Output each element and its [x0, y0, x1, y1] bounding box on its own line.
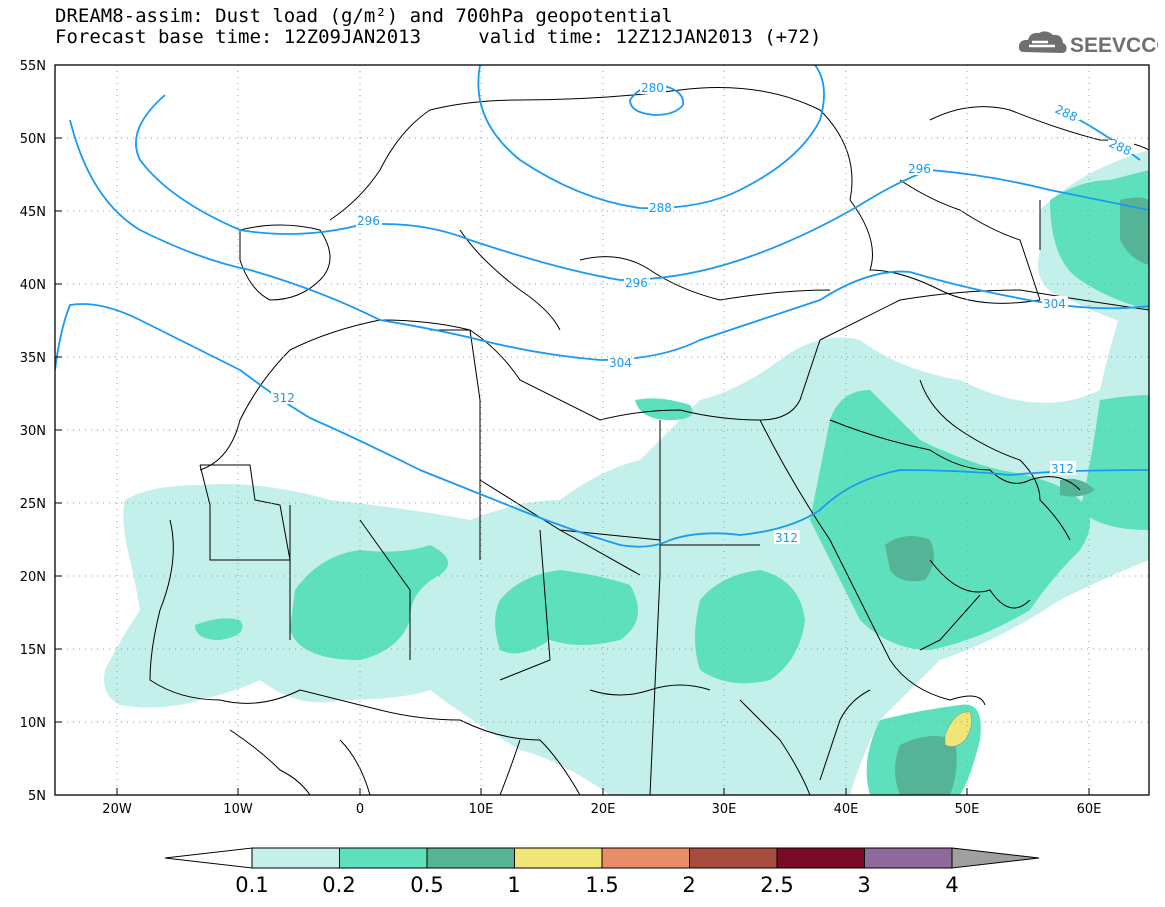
- colorbar-swatch: [251, 847, 340, 869]
- lon-label: 20W: [102, 802, 132, 817]
- lon-label: 50E: [955, 802, 980, 817]
- contour-label: 296: [625, 276, 648, 290]
- colorbar-label: 0.1: [235, 873, 268, 897]
- lon-label: 0: [356, 802, 364, 817]
- lat-label: 25N: [20, 497, 46, 512]
- colorbar-swatch: [339, 847, 428, 869]
- latitude-ticks: [55, 137, 1090, 795]
- dust-field-high: [944, 711, 972, 747]
- colorbar-swatch: [426, 847, 515, 869]
- contour-label: 288: [649, 201, 672, 215]
- logo-text: SEEVCCC: [1070, 34, 1158, 57]
- colorbar-label: 3: [857, 873, 870, 897]
- colorbar-label: 4: [945, 873, 958, 897]
- colorbar-label: 2: [682, 873, 695, 897]
- valid-time: valid time: 12Z12JAN2013 (+72): [478, 26, 822, 48]
- contour-labels: 280 288 288 288 296 296 296 304 304 312 …: [271, 80, 1134, 545]
- geopotential-contours: [55, 65, 1149, 548]
- lon-label: 60E: [1077, 802, 1102, 817]
- lon-label: 10W: [223, 802, 253, 817]
- lon-label: 40E: [834, 802, 859, 817]
- graticule: [55, 65, 1149, 795]
- contour-label: 296: [908, 162, 931, 176]
- map-title: DREAM8-assim: Dust load (g/m²) and 700hP…: [55, 5, 673, 27]
- lat-label: 35N: [20, 351, 46, 366]
- contour-label: 312: [1051, 462, 1074, 476]
- seevccc-logo: SEEVCCC: [1018, 26, 1165, 60]
- contour-label: 304: [1043, 297, 1066, 311]
- lat-label: 45N: [20, 205, 46, 220]
- colorbar-swatch: [776, 847, 865, 869]
- colorbar-label: 1: [507, 873, 520, 897]
- contour-label: 288: [1053, 102, 1080, 124]
- lat-label: 40N: [20, 278, 46, 293]
- lat-label: 30N: [20, 424, 46, 439]
- lat-label: 50N: [20, 132, 46, 147]
- cloud-icon: SEEVCCC: [1018, 31, 1165, 57]
- contour-label: 312: [272, 391, 295, 405]
- lat-label: 15N: [20, 643, 46, 658]
- colorbar-overflow-arrow: [951, 847, 1040, 869]
- colorbar-legend: 0.1 0.2 0.5 1 1.5 2 2.5 3 4: [164, 847, 1040, 897]
- contour-label: 280: [641, 81, 664, 95]
- coastlines-borders: [149, 87, 1149, 795]
- colorbar-label: 2.5: [760, 873, 793, 897]
- longitude-axis: 20W 10W 0 10E 20E 30E 40E 50E 60E: [102, 802, 1101, 817]
- contour-label: 304: [609, 356, 632, 370]
- colorbar-swatch: [864, 847, 953, 869]
- forecast-base-time: Forecast base time: 12Z09JAN2013: [55, 26, 422, 48]
- map-header: DREAM8-assim: Dust load (g/m²) and 700hP…: [55, 6, 821, 48]
- colorbar-label: 1.5: [585, 873, 618, 897]
- lon-label: 30E: [712, 802, 737, 817]
- contour-label: 296: [357, 214, 380, 228]
- lon-label: 10E: [469, 802, 494, 817]
- lon-label: 20E: [591, 802, 616, 817]
- colorbar-swatch: [601, 847, 690, 869]
- colorbar-underflow-arrow: [164, 847, 253, 869]
- colorbar-label: 0.2: [322, 873, 355, 897]
- forecast-time-line: Forecast base time: 12Z09JAN2013 valid t…: [55, 27, 821, 48]
- dust-field-dark: [885, 197, 1149, 795]
- colorbar: [164, 847, 1040, 869]
- map-area: 280 288 288 288 296 296 296 304 304 312 …: [55, 65, 1149, 795]
- colorbar-swatch: [689, 847, 778, 869]
- lat-label: 5N: [28, 789, 46, 804]
- lat-label: 55N: [20, 59, 46, 74]
- colorbar-swatch: [514, 847, 603, 869]
- latitude-axis: 55N 50N 45N 40N 35N 30N 25N 20N 15N 10N …: [20, 59, 46, 804]
- dust-field-mid: [195, 170, 1149, 795]
- colorbar-labels: 0.1 0.2 0.5 1 1.5 2 2.5 3 4: [235, 873, 958, 897]
- contour-label: 288: [1107, 136, 1134, 158]
- colorbar-label: 0.5: [410, 873, 443, 897]
- lat-label: 10N: [20, 716, 46, 731]
- lat-label: 20N: [20, 570, 46, 585]
- contour-label: 312: [775, 531, 798, 545]
